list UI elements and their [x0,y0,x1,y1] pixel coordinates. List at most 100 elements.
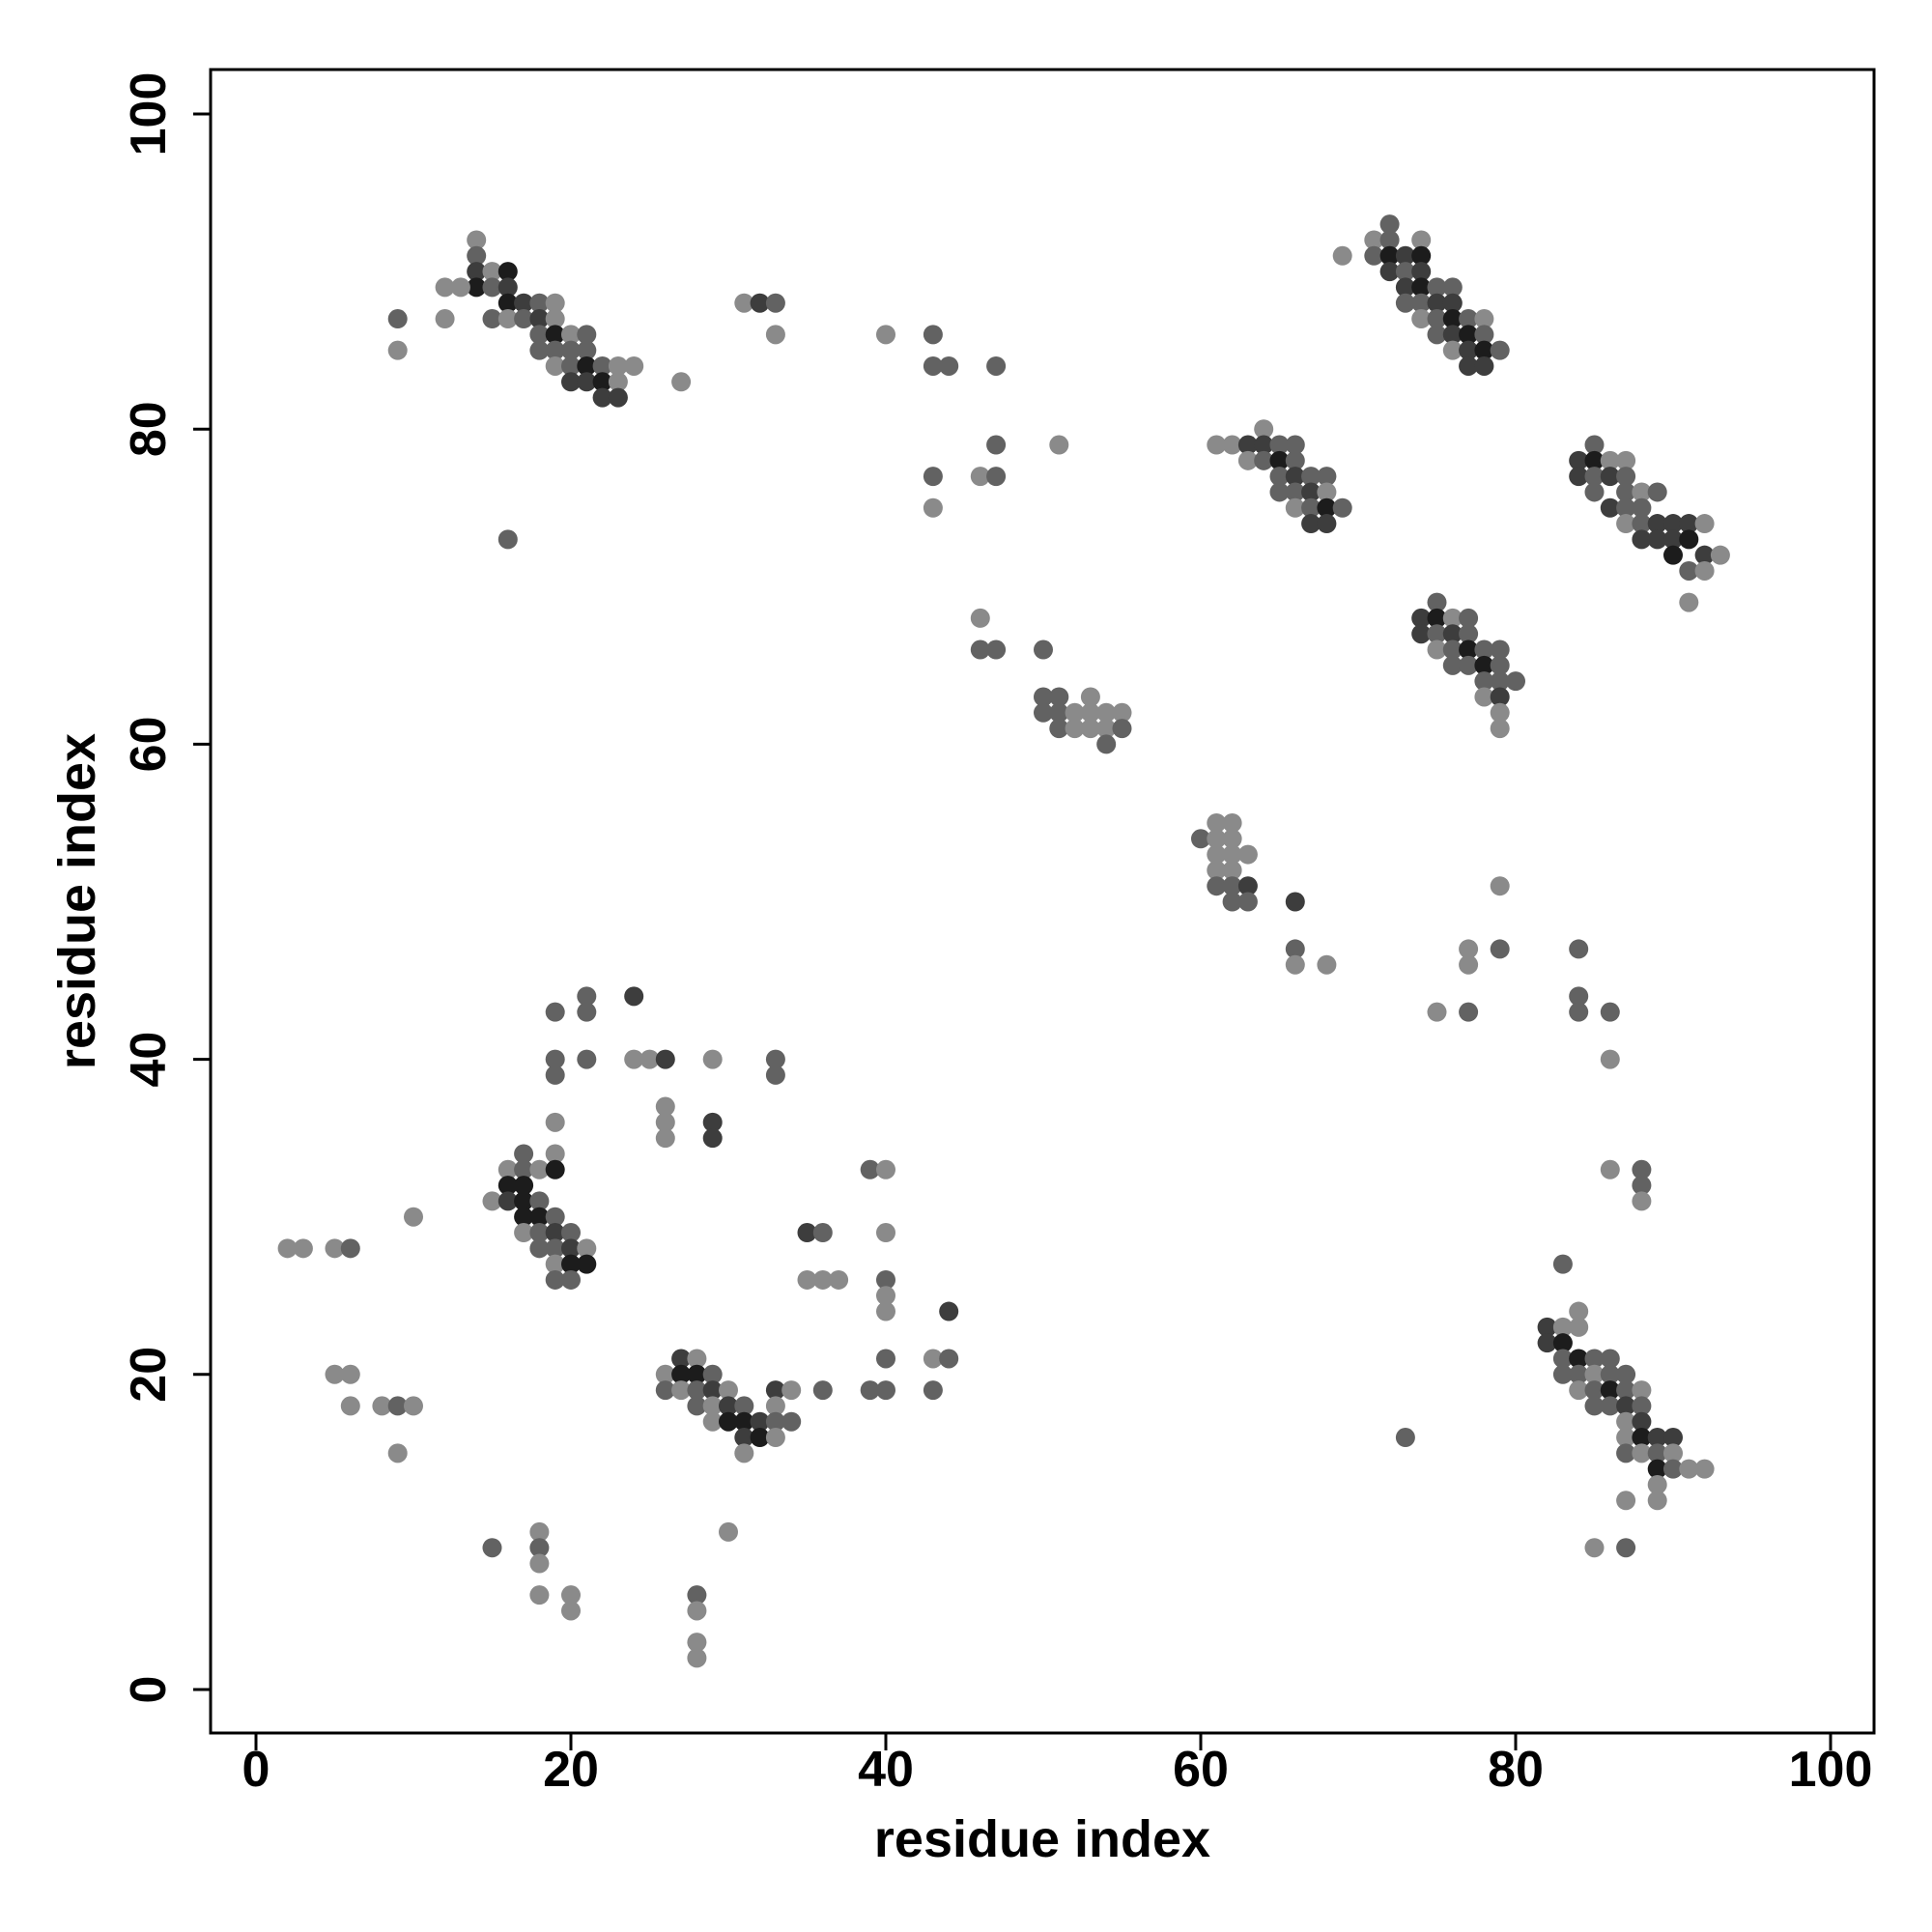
contact-point [1616,1380,1636,1401]
contact-point [1459,939,1479,959]
contact-point [1569,1301,1589,1321]
contact-point [545,325,565,345]
contact-point [1395,293,1415,313]
contact-point [1490,719,1510,739]
contact-point [1474,340,1494,360]
contact-point [1600,450,1620,470]
contact-point [514,309,534,329]
contact-point [1552,1364,1573,1384]
contact-point [1616,1443,1636,1463]
contact-point [1459,355,1479,376]
contact-point [1222,812,1242,833]
contact-point [876,1269,895,1290]
contact-point [1616,1396,1636,1416]
contact-point [497,262,518,282]
contact-point [734,1396,754,1416]
contact-point [1285,497,1305,518]
y-tick-label: 0 [121,1676,177,1704]
contact-point [1207,860,1227,880]
contact-point [1647,482,1667,502]
contact-point [1616,1428,1636,1448]
contact-point [1459,954,1479,975]
contact-point [529,309,550,329]
contact-point [876,1349,895,1369]
contact-point [687,1601,707,1621]
contact-point [467,230,487,250]
contact-point [467,262,487,282]
contact-point [497,277,518,298]
contact-point [671,1349,692,1369]
contact-point [387,1396,408,1416]
contact-point [1694,1459,1715,1479]
contact-point [545,1144,565,1164]
contact-point [734,1443,754,1463]
y-axis-label: residue index [48,733,106,1069]
contact-point [734,1428,754,1448]
contact-point [1490,687,1510,707]
contact-point [1569,450,1589,470]
contact-point [1411,624,1432,644]
contact-point [1254,419,1274,440]
contact-point [1207,812,1227,833]
contact-point [765,1411,785,1432]
contact-point [293,1238,313,1259]
contact-point [529,1191,550,1211]
contact-point [1584,1364,1605,1384]
contact-point [1569,986,1589,1007]
contact-point [1616,482,1636,502]
contact-point [750,1428,770,1448]
contact-point [765,293,785,313]
y-tick-label: 80 [121,401,177,457]
contact-point [1490,671,1510,692]
contact-point [387,309,408,329]
contact-point [514,1144,534,1164]
contact-point [577,1002,597,1022]
contact-point [1474,325,1494,345]
contact-point [1584,450,1605,470]
contact-point [1694,560,1715,581]
contact-point [1679,529,1699,550]
contact-point [1317,514,1337,534]
contact-point [1632,1428,1652,1448]
contact-point [1552,1333,1573,1353]
contact-point [876,1159,895,1179]
x-tick-label: 40 [858,1742,914,1798]
contact-point [1301,467,1321,487]
contact-point [1364,230,1384,250]
contact-point [876,1223,895,1243]
contact-point [1427,325,1447,345]
contact-point [1379,214,1400,235]
contact-point [545,293,565,313]
contact-point [545,309,565,329]
contact-point [1663,545,1683,565]
contact-point [450,277,470,298]
contact-point [1285,954,1305,975]
contact-point [545,1223,565,1243]
contact-point [561,372,581,392]
contact-point [1222,829,1242,849]
contact-point [1317,467,1337,487]
contact-point [1049,719,1069,739]
contact-point [1080,719,1100,739]
contact-point [1379,262,1400,282]
contact-point [734,293,754,313]
contact-point [1034,687,1053,707]
contact-point [750,1411,770,1432]
contact-point [529,340,550,360]
contact-point [1632,1159,1652,1179]
contact-point [1080,702,1100,723]
contact-point [812,1223,833,1243]
contact-point [1207,435,1227,455]
contact-point [1317,954,1337,975]
contact-point [529,325,550,345]
contact-point [608,355,628,376]
contact-point [1237,892,1258,912]
contact-point [1584,1349,1605,1369]
contact-point [1411,230,1432,250]
contact-point [529,1521,550,1542]
contact-point [545,1112,565,1132]
contact-point [514,1176,534,1196]
contact-point [435,277,455,298]
contact-point [639,1049,660,1069]
contact-point [1474,687,1494,707]
